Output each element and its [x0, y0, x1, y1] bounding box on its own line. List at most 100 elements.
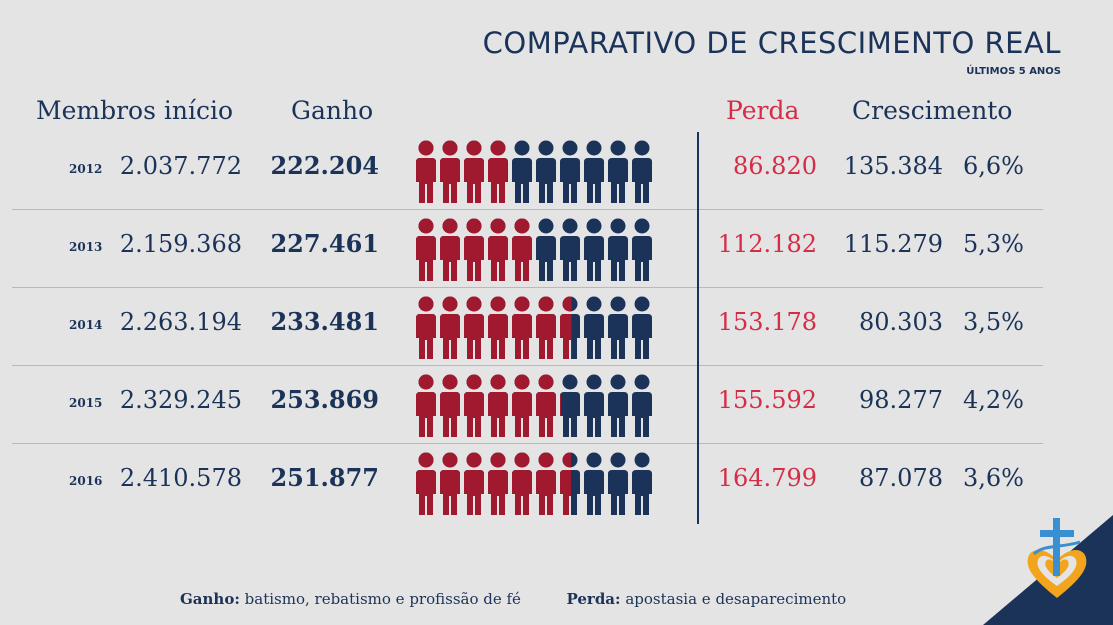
person-icon-loss	[512, 452, 532, 515]
person-icon	[560, 218, 580, 281]
row-year: 2015	[69, 396, 103, 410]
footnote-perda-label: Perda:	[566, 590, 621, 608]
table-row: 2015 2.329.245 253.869 155.592 98.277 4,2%	[0, 366, 1113, 444]
person-icon-loss	[440, 218, 460, 281]
person-icon-loss	[536, 452, 556, 515]
footnote: Ganho: batismo, rebatismo e profissão de…	[180, 590, 846, 608]
person-icon	[632, 296, 652, 359]
person-icon-loss	[488, 218, 508, 281]
person-icon-loss	[488, 374, 508, 437]
person-icon	[512, 140, 532, 203]
row-year: 2012	[69, 162, 103, 176]
membros-inicio-value: 2.410.578	[119, 464, 242, 492]
perda-value: 86.820	[733, 152, 817, 180]
person-icon-loss	[464, 296, 484, 359]
ganho-value: 233.481	[270, 307, 379, 336]
column-divider	[697, 132, 699, 524]
person-icon-loss	[416, 296, 436, 359]
row-year: 2016	[69, 474, 103, 488]
crescimento-percent: 5,3%	[963, 230, 1024, 258]
crescimento-percent: 3,5%	[963, 308, 1024, 336]
person-icon-loss	[512, 296, 532, 359]
chart-subtitle: Últimos 5 anos	[966, 66, 1061, 77]
footnote-ganho-text: batismo, rebatismo e profissão de fé	[244, 590, 521, 608]
table-row: 2014 2.263.194 233.481 153.178 80.303 3,5%	[0, 288, 1113, 366]
table-row: 2016 2.410.578 251.877 164.799 87.078 3,6%	[0, 444, 1113, 522]
perda-value: 112.182	[717, 230, 817, 258]
person-icon-loss	[464, 218, 484, 281]
row-separator	[12, 209, 1043, 210]
header-crescimento: Crescimento	[852, 96, 1013, 125]
person-icon-loss	[512, 218, 532, 281]
person-icon-loss	[440, 452, 460, 515]
crescimento-percent: 3,6%	[963, 464, 1024, 492]
person-icon	[584, 218, 604, 281]
perda-value: 164.799	[717, 464, 817, 492]
person-icon	[560, 374, 580, 437]
church-logo	[1027, 518, 1087, 598]
people-pictogram	[416, 296, 652, 359]
perda-value: 155.592	[717, 386, 817, 414]
person-icon	[560, 140, 580, 203]
membros-inicio-value: 2.159.368	[119, 230, 242, 258]
membros-inicio-value: 2.263.194	[119, 308, 242, 336]
people-pictogram	[416, 140, 652, 203]
person-icon	[584, 452, 604, 515]
header-ganho: Ganho	[291, 96, 374, 125]
row-year: 2014	[69, 318, 103, 332]
people-pictogram	[416, 452, 652, 515]
person-icon-loss	[464, 140, 484, 203]
person-icon	[608, 374, 628, 437]
crescimento-value: 98.277	[859, 386, 943, 414]
header-membros: Membros início	[36, 96, 234, 125]
person-icon	[608, 452, 628, 515]
header-perda: Perda	[726, 96, 800, 125]
person-icon-loss	[536, 374, 556, 437]
person-icon	[584, 374, 604, 437]
row-separator	[12, 287, 1043, 288]
crescimento-value: 135.384	[843, 152, 943, 180]
person-icon	[584, 296, 604, 359]
crescimento-value: 115.279	[843, 230, 943, 258]
people-pictogram	[416, 218, 652, 281]
table-row: 2013 2.159.368 227.461 112.182 115.279 5,3%	[0, 210, 1113, 288]
person-icon	[632, 218, 652, 281]
person-icon-loss	[440, 374, 460, 437]
row-year: 2013	[69, 240, 103, 254]
person-icon-loss	[464, 452, 484, 515]
person-icon-loss	[440, 140, 460, 203]
table-row: 2012 2.037.772 222.204 86.820 135.384 6,6%	[0, 132, 1113, 210]
person-icon-loss	[560, 296, 572, 359]
ganho-value: 227.461	[270, 229, 379, 258]
membros-inicio-value: 2.037.772	[119, 152, 242, 180]
person-icon	[536, 140, 556, 203]
people-pictogram	[416, 374, 652, 437]
person-icon-loss	[512, 374, 532, 437]
person-icon-loss	[416, 452, 436, 515]
person-icon	[632, 140, 652, 203]
person-icon-loss	[416, 218, 436, 281]
chart-title: Comparativo de crescimento real	[482, 26, 1061, 60]
person-icon	[584, 140, 604, 203]
person-icon-loss	[416, 140, 436, 203]
person-icon	[608, 218, 628, 281]
footnote-ganho-label: Ganho:	[180, 590, 240, 608]
person-icon-loss	[416, 374, 436, 437]
person-icon-loss	[560, 452, 572, 515]
crescimento-value: 87.078	[859, 464, 943, 492]
row-separator	[12, 365, 1043, 366]
person-icon-loss	[488, 296, 508, 359]
ganho-value: 222.204	[270, 151, 379, 180]
person-icon-loss	[488, 140, 508, 203]
person-icon	[608, 296, 628, 359]
crescimento-value: 80.303	[859, 308, 943, 336]
person-icon-loss	[464, 374, 484, 437]
person-icon	[632, 374, 652, 437]
ganho-value: 253.869	[270, 385, 379, 414]
footnote-perda-text: apostasia e desaparecimento	[625, 590, 847, 608]
crescimento-percent: 6,6%	[963, 152, 1024, 180]
person-icon-loss	[536, 296, 556, 359]
person-icon	[632, 452, 652, 515]
person-icon	[608, 140, 628, 203]
row-separator	[12, 443, 1043, 444]
